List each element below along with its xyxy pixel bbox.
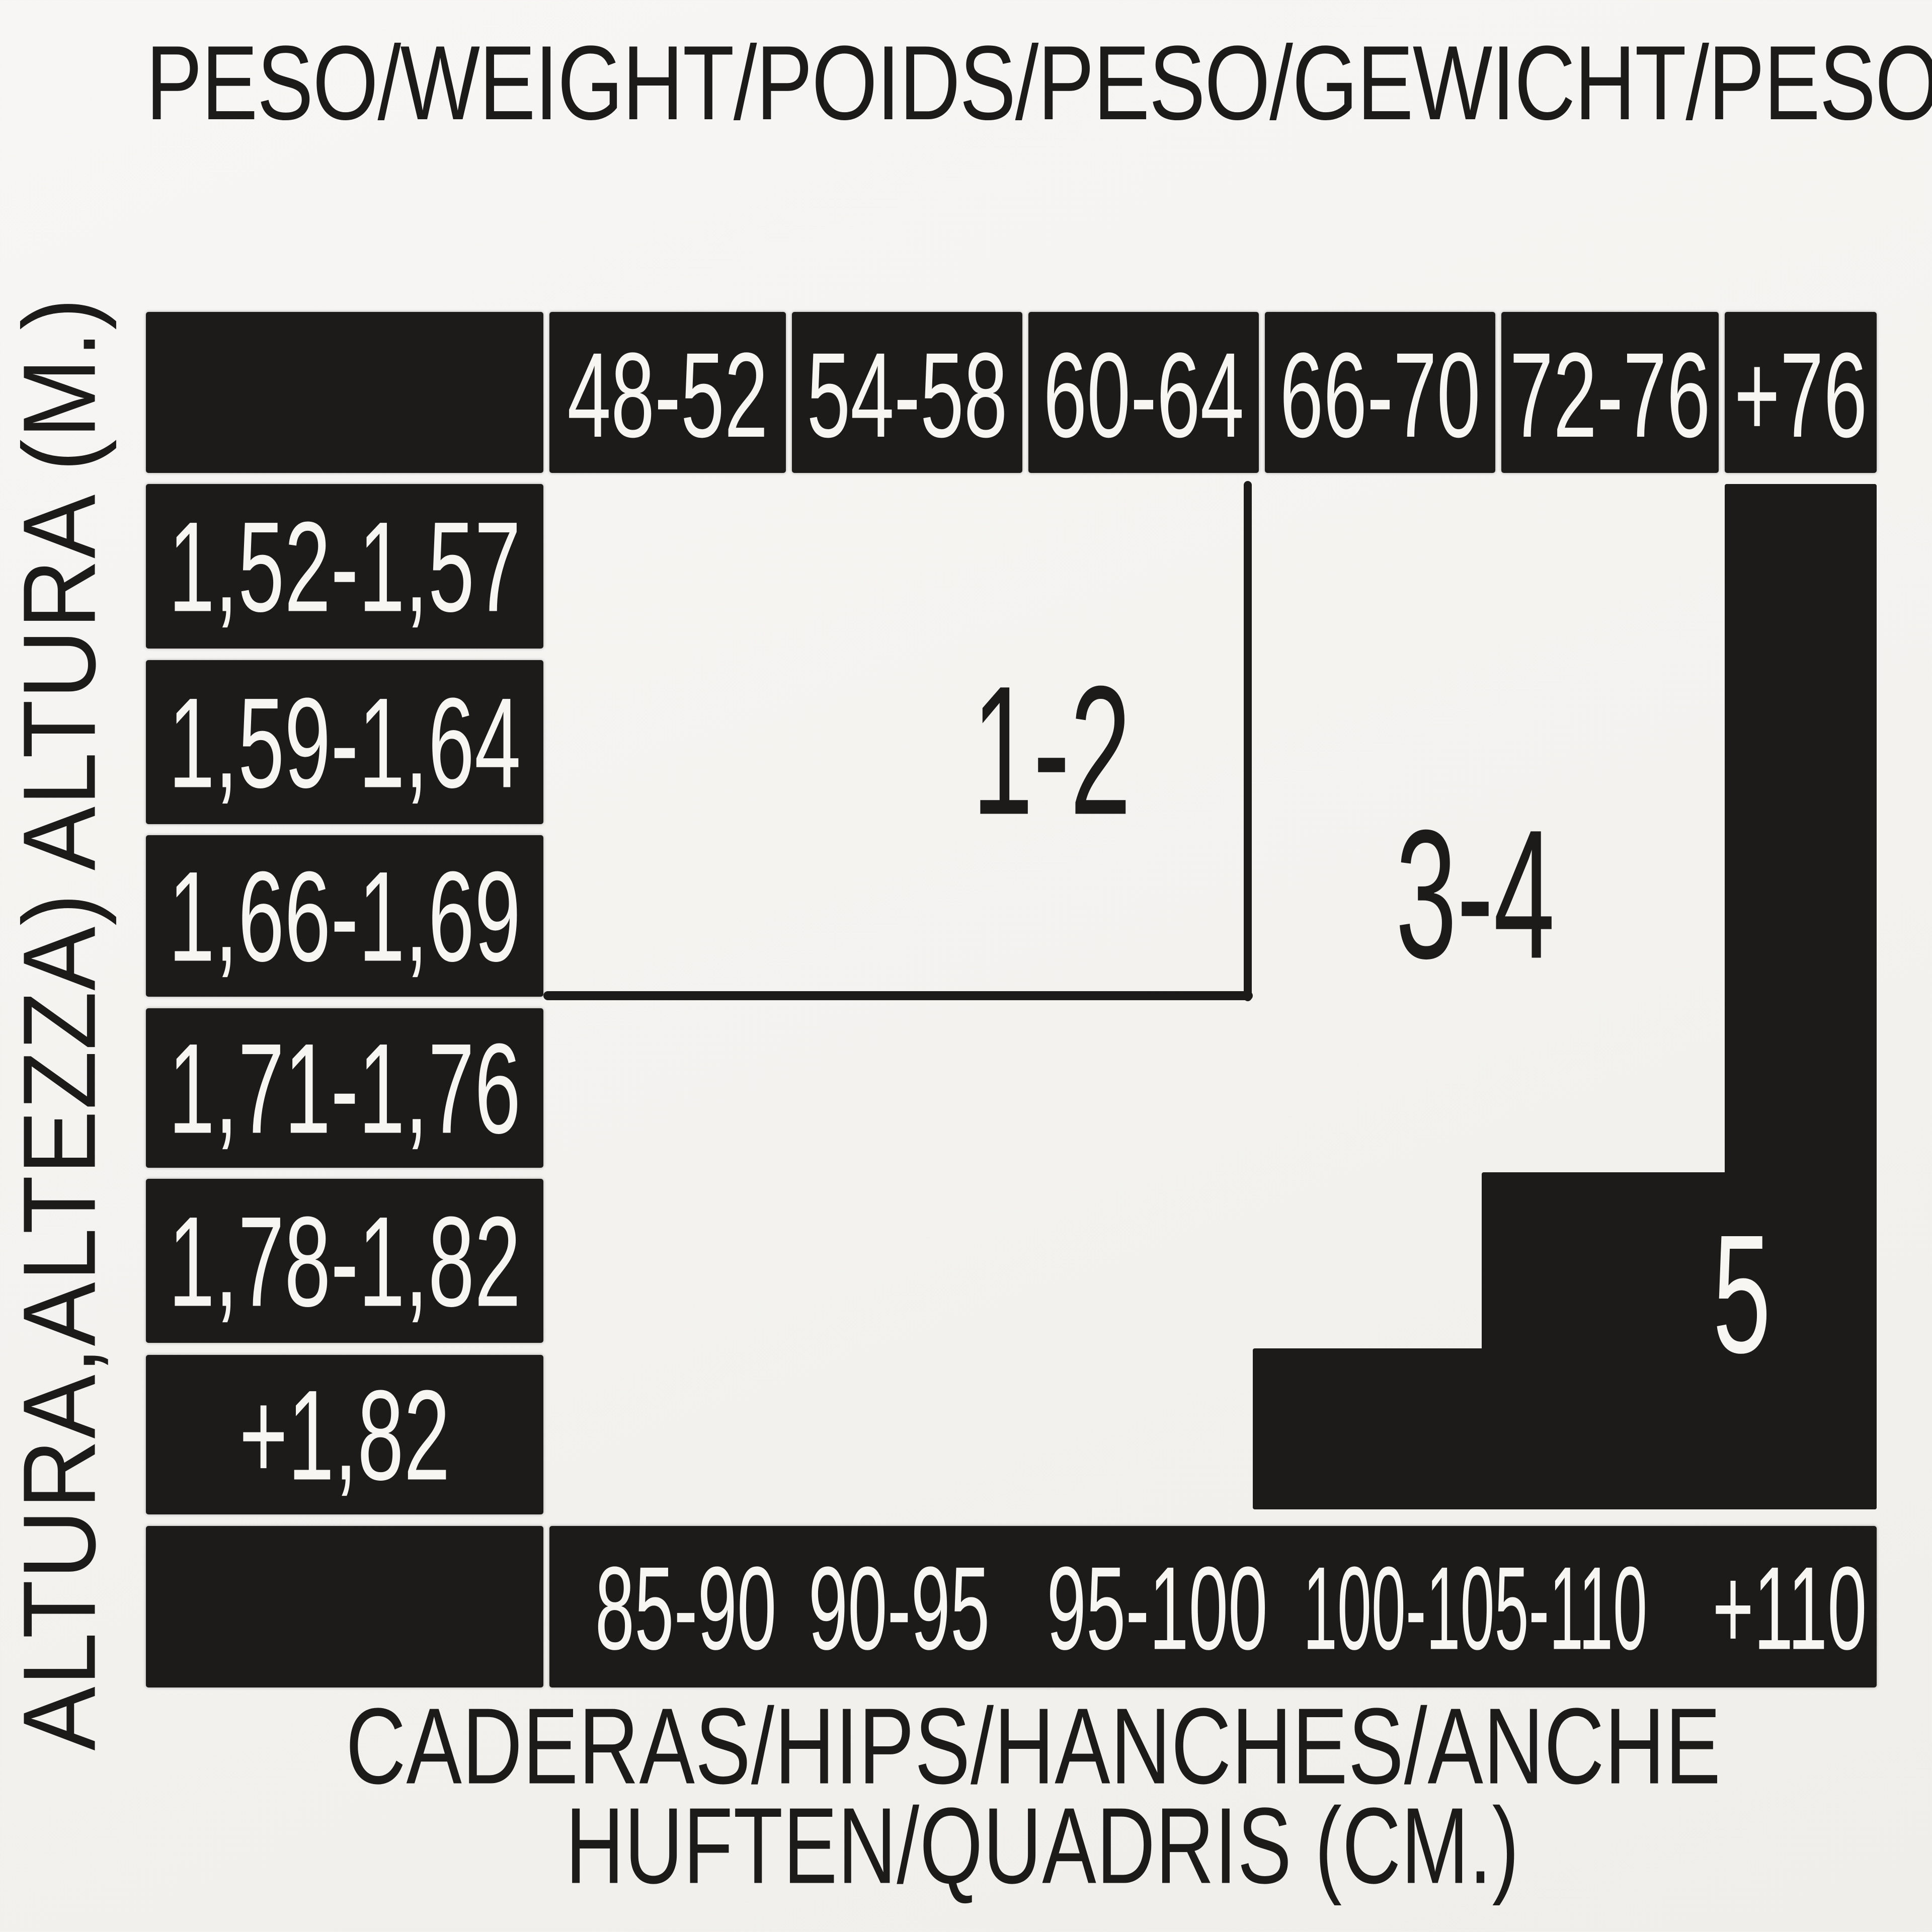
height-row-header-2: 1,59-1,64 xyxy=(168,671,521,815)
height-row-header-4: 1,71-1,76 xyxy=(168,1017,521,1161)
hip-value-2: 90-95 xyxy=(808,1542,990,1674)
weight-col-header-4: 66-70 xyxy=(1279,328,1481,462)
weight-col-header-2: 54-58 xyxy=(807,328,1008,462)
left-axis-label: ALTURA,ALTEZZA) ALTURA (M.) xyxy=(2,297,117,1751)
height-row-cell-5 xyxy=(146,1179,543,1343)
weight-col-cell-1 xyxy=(549,312,786,473)
weight-col-header-6: +76 xyxy=(1734,328,1868,462)
zone-label-1-2: 1-2 xyxy=(972,648,1132,853)
height-row-cell-6 xyxy=(146,1355,543,1514)
zone-divider-horizontal-line xyxy=(543,991,1253,1000)
height-row-header-3: 1,66-1,69 xyxy=(168,845,521,989)
height-row-header-6: +1,82 xyxy=(239,1363,450,1507)
weight-col-header-5: 72-76 xyxy=(1509,328,1711,462)
height-row-header-1: 1,52-1,57 xyxy=(168,495,521,639)
height-row-header-5: 1,78-1,82 xyxy=(168,1190,521,1334)
hips-row-cell xyxy=(549,1526,1877,1687)
chart-title: PESO/WEIGHT/POIDS/PESO/GEWICHT/PESO(KG.) xyxy=(146,24,1932,142)
hip-value-3: 95-100 xyxy=(1046,1542,1268,1674)
header-corner-blank-cell xyxy=(146,312,543,473)
weight-col-header-1: 48-52 xyxy=(567,328,768,462)
bottom-axis-label-line1: CADERAS/HIPS/HANCHES/ANCHE xyxy=(346,1685,1721,1807)
height-row-cell-3 xyxy=(146,835,543,997)
height-row-cell-4 xyxy=(146,1008,543,1168)
hip-value-1: 85-90 xyxy=(595,1542,777,1674)
height-row-cell-2 xyxy=(146,660,543,824)
weight-col-cell-5 xyxy=(1501,312,1719,473)
zone-divider-vertical-line xyxy=(1244,481,1252,1001)
footer-corner-blank-cell xyxy=(146,1526,543,1687)
zone-5-step-lower xyxy=(1253,1348,1877,1509)
weight-col-header-3: 60-64 xyxy=(1043,328,1244,462)
hip-value-5: +110 xyxy=(1712,1542,1867,1674)
weight-col-cell-6 xyxy=(1725,312,1877,473)
weight-col-cell-2 xyxy=(792,312,1022,473)
height-row-cell-1 xyxy=(146,484,543,649)
weight-col-cell-3 xyxy=(1028,312,1259,473)
weight-col-cell-4 xyxy=(1265,312,1495,473)
zone-label-3-4: 3-4 xyxy=(1395,792,1555,997)
hip-value-4: 100-105-110 xyxy=(1303,1542,1647,1674)
zone-label-5: 5 xyxy=(1713,1199,1771,1388)
bottom-axis-label-line2: HUFTEN/QUADRIS (CM.) xyxy=(565,1785,1520,1906)
